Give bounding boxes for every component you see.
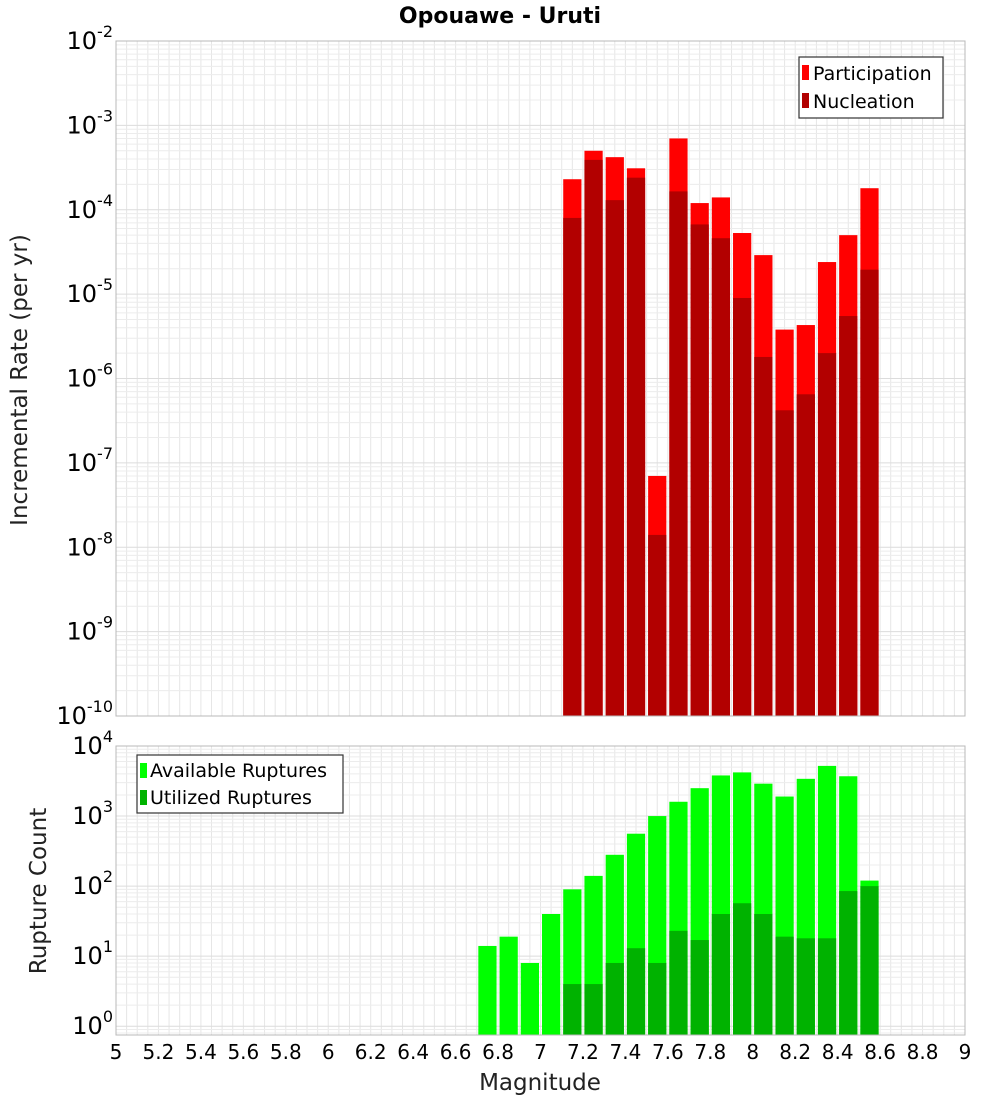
utilized-ruptures-bar (605, 962, 624, 1035)
x-tick-label: 8.8 (907, 1040, 939, 1064)
legend-label-nucleation: Nucleation (813, 91, 915, 113)
utilized-ruptures-bar (796, 938, 815, 1035)
utilized-ruptures-bar (711, 914, 731, 1035)
rate-y-tick-label: 10-5 (67, 275, 114, 308)
x-tick-label: 5.2 (143, 1040, 175, 1064)
nucleation-bar (563, 217, 582, 716)
rate-gridlines (115, 40, 966, 717)
rate-y-tick-label: 10-10 (56, 697, 113, 730)
legend-swatch-available (140, 763, 147, 778)
utilized-ruptures-bar (690, 940, 709, 1035)
rate-y-tick-label: 10-2 (67, 22, 114, 55)
x-tick-label: 5.8 (270, 1040, 302, 1064)
rate-plot-frame (115, 40, 966, 717)
available-ruptures-bar (542, 914, 561, 1035)
rupture-bars (478, 765, 879, 1035)
x-tick-label: 6.6 (440, 1040, 472, 1064)
available-ruptures-bar (478, 945, 497, 1035)
utilized-ruptures-bar (733, 903, 752, 1035)
legend-swatch-participation (802, 65, 809, 80)
legend-label-participation: Participation (813, 63, 932, 85)
x-tick-label: 8.6 (864, 1040, 896, 1064)
utilized-ruptures-bar (584, 984, 603, 1035)
x-tick-label: 7 (534, 1040, 547, 1064)
rate-y-tick-labels: 10-2 10-3 10-4 10-5 10-6 10-7 10-8 10-9 10-10 (56, 22, 113, 730)
rate-y-axis-label: Incremental Rate (per yr) (7, 234, 33, 526)
available-ruptures-bar (499, 936, 518, 1035)
rate-y-tick-label: 10-6 (67, 360, 114, 393)
legend-swatch-utilized (140, 790, 147, 805)
nucleation-bar (711, 238, 731, 716)
x-axis-label: Magnitude (479, 1070, 601, 1096)
nucleation-bar (605, 200, 624, 716)
nucleation-bar (775, 410, 794, 716)
nucleation-bar (796, 394, 815, 716)
rupture-legend: Available Ruptures Utilized Ruptures (136, 754, 344, 814)
nucleation-bar (839, 316, 858, 716)
x-tick-label: 8.2 (779, 1040, 811, 1064)
utilized-ruptures-bar (860, 886, 879, 1035)
x-tick-label: 6.4 (397, 1040, 429, 1064)
x-tick-label: 5 (110, 1040, 123, 1064)
available-ruptures-bar (520, 962, 539, 1035)
nucleation-bar (584, 159, 603, 717)
utilized-ruptures-bar (669, 930, 688, 1035)
utilized-ruptures-bar (754, 914, 773, 1035)
utilized-ruptures-bar (839, 891, 858, 1035)
x-tick-label: 7.4 (609, 1040, 641, 1064)
nucleation-bar (754, 356, 773, 716)
x-tick-label: 6.2 (355, 1040, 387, 1064)
nucleation-bar (648, 534, 667, 716)
rupture-y-axis-label: Rupture Count (26, 808, 52, 974)
nucleation-bar (669, 191, 688, 717)
nucleation-bar (817, 353, 837, 716)
x-tick-label: 8.4 (822, 1040, 854, 1064)
x-tick-label: 9 (959, 1040, 972, 1064)
rate-y-tick-label: 10-8 (67, 528, 114, 561)
x-tick-label: 5.4 (185, 1040, 217, 1064)
x-tick-label: 7.8 (694, 1040, 726, 1064)
utilized-ruptures-bar (775, 936, 794, 1035)
rupture-y-tick-label: 104 (72, 727, 113, 760)
rate-legend-box (798, 56, 944, 119)
rupture-y-tick-labels: 104 103 102 101 100 (72, 727, 113, 1040)
rupture-y-tick-label: 103 (72, 797, 113, 830)
x-tick-label: 6 (322, 1040, 335, 1064)
rupture-legend-box (136, 754, 344, 814)
utilized-ruptures-bar (817, 938, 837, 1035)
nucleation-bar (860, 269, 879, 716)
x-tick-label: 8 (746, 1040, 759, 1064)
chart-title: Opouawe - Uruti (399, 4, 601, 29)
rate-bars (563, 138, 879, 717)
rate-panel: 10-2 10-3 10-4 10-5 10-6 10-7 10-8 10-9 10-10 In… (7, 22, 966, 730)
x-tick-label: 6.8 (482, 1040, 514, 1064)
nucleation-bar (690, 224, 709, 717)
rupture-y-tick-label: 102 (72, 867, 113, 900)
rate-y-tick-label: 10-7 (67, 444, 114, 477)
x-tick-label: 7.6 (652, 1040, 684, 1064)
legend-label-utilized: Utilized Ruptures (150, 787, 312, 809)
rupture-y-tick-label: 100 (72, 1007, 113, 1040)
rupture-y-tick-label: 101 (72, 937, 113, 970)
rate-y-tick-label: 10-9 (67, 613, 114, 646)
rate-y-tick-label: 10-3 (67, 106, 114, 139)
utilized-ruptures-bar (563, 984, 582, 1035)
rate-y-tick-label: 10-4 (67, 191, 114, 224)
rupture-panel: 104 103 102 101 100 5 5.2 5.4 5.6 5.8 6 6.2 6.4 6.6 6… (26, 727, 971, 1096)
x-tick-label: 7.2 (567, 1040, 599, 1064)
legend-label-available: Available Ruptures (150, 760, 327, 782)
legend-swatch-nucleation (802, 93, 809, 108)
nucleation-bar (626, 177, 646, 716)
magnitude-tick-labels: 5 5.2 5.4 5.6 5.8 6 6.2 6.4 6.6 6.8 7 7.2 7.4 7.6 7.8 8… (110, 1040, 972, 1064)
nucleation-bar (733, 297, 752, 716)
rupture-plot-frame (115, 745, 966, 1036)
rate-legend: Participation Nucleation (798, 56, 944, 119)
utilized-ruptures-bar (626, 948, 646, 1035)
x-tick-label: 5.6 (227, 1040, 259, 1064)
utilized-ruptures-bar (648, 962, 667, 1035)
